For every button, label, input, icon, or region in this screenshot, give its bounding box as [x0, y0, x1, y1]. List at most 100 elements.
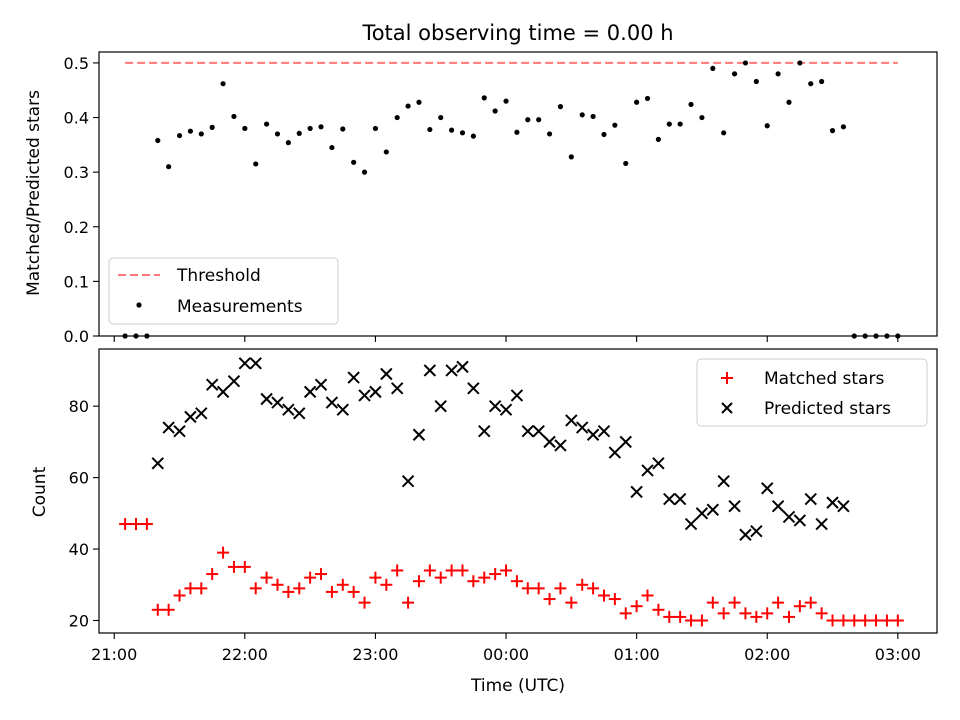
matched-star-point: [423, 564, 436, 577]
measurement-point: [688, 101, 694, 108]
matched-star-point: [467, 575, 480, 588]
bottom-axes-frame: [98, 348, 938, 634]
predicted-star-point: [630, 485, 643, 499]
matched-star-point: [826, 614, 839, 627]
measurement-point: [166, 164, 172, 170]
predicted-star-point: [652, 457, 665, 470]
measurement-point: [840, 124, 847, 130]
measurement-point: [209, 124, 215, 130]
predicted-star-point: [706, 503, 720, 516]
measurement-point: [187, 128, 194, 134]
matched-star-point: [434, 571, 447, 584]
matched-star-point: [489, 568, 502, 581]
predicted-star-point: [663, 492, 676, 506]
x-tick-label: 00:00: [483, 645, 529, 664]
measurement-point: [361, 169, 368, 175]
x-tick-label: 03:00: [875, 645, 921, 664]
bottom-x-ticks: 21:00 22:00 23:00 00:00 01:00 02:00 03:00: [91, 633, 921, 664]
predicted-star-point: [184, 410, 197, 424]
matched-star-point: [848, 614, 861, 627]
measurement-point: [318, 124, 324, 130]
predicted-star-point: [456, 360, 469, 374]
measurement-point: [459, 130, 466, 136]
measurement-point: [808, 81, 814, 87]
predicted-star-point: [434, 399, 447, 413]
measurement-point: [503, 98, 509, 104]
measurement-point: [351, 159, 357, 165]
measurement-point: [601, 131, 607, 138]
bottom-plot-area: [119, 357, 904, 627]
measurement-point: [340, 126, 346, 132]
matched-star-point: [576, 578, 589, 591]
matched-star-point: [706, 596, 719, 609]
predicted-star-point: [173, 424, 186, 438]
predicted-star-point: [815, 517, 828, 531]
measurement-point: [710, 65, 716, 71]
matched-stars-legend-label: Matched stars: [764, 369, 884, 389]
matched-star-point: [652, 603, 665, 616]
matched-star-point: [891, 614, 904, 627]
predicted-star-point: [673, 492, 687, 506]
predicted-star-point: [249, 357, 262, 370]
matched-star-point: [206, 568, 219, 581]
matched-star-point: [685, 614, 698, 627]
measurement-point: [557, 104, 564, 110]
predicted-star-point: [205, 378, 219, 391]
predicted-star-point: [260, 392, 273, 406]
matched-star-point: [772, 596, 785, 609]
predicted-star-point: [728, 499, 741, 513]
matched-star-point: [456, 564, 469, 577]
top-chart-title: Total observing time = 0.00 h: [361, 21, 673, 45]
x-tick-label: 21:00: [91, 645, 137, 664]
predicted-star-point: [510, 389, 524, 402]
measurements-legend-label: Measurements: [177, 297, 303, 317]
measurement-point: [329, 144, 335, 151]
matched-star-point: [630, 600, 643, 613]
matched-star-point: [282, 585, 295, 598]
measurement-point: [155, 137, 161, 144]
predicted-star-point: [358, 389, 371, 402]
matched-star-point: [880, 614, 893, 627]
measurement-point: [655, 136, 661, 142]
top-legend-box: [108, 257, 339, 325]
top-y-tick-label: 0.5: [64, 54, 89, 73]
measurement-point: [285, 140, 291, 146]
measurement-point: [220, 81, 226, 87]
matched-star-point: [761, 607, 774, 620]
bottom-y-tick-label: 20: [69, 611, 89, 630]
matched-star-point: [304, 571, 317, 584]
matched-stars-legend-swatch: [721, 372, 733, 384]
matched-star-point: [554, 582, 567, 595]
matched-star-point: [217, 546, 230, 559]
matched-star-point: [510, 575, 523, 588]
matched-star-point: [260, 571, 273, 584]
measurement-point: [253, 161, 259, 167]
measurement-point: [546, 131, 553, 137]
predicted-star-point: [554, 439, 567, 452]
matched-star-point: [619, 607, 632, 620]
top-legend: Threshold Measurements: [108, 257, 339, 325]
predicted-star-point: [151, 457, 164, 470]
matched-star-point: [184, 582, 197, 595]
matched-star-point: [173, 589, 186, 602]
top-y-tick-label: 0.2: [64, 218, 89, 237]
x-axis-label: Time (UTC): [470, 676, 565, 696]
matched-star-point: [140, 518, 153, 531]
predicted-star-point: [641, 464, 654, 477]
matched-star-point: [859, 614, 872, 627]
matched-star-point: [565, 596, 578, 609]
matched-star-point: [532, 582, 545, 595]
matched-star-point: [804, 596, 817, 609]
matched-star-point: [587, 582, 600, 595]
matched-star-point: [543, 593, 556, 606]
matched-star-point: [608, 593, 621, 606]
measurement-point: [427, 126, 433, 133]
matched-star-point: [249, 582, 262, 595]
predicted-star-point: [771, 499, 785, 513]
measurement-point: [492, 108, 498, 114]
top-y-tick-label: 0.0: [64, 327, 89, 346]
measurement-point: [764, 123, 770, 129]
x-tick-label: 22:00: [222, 645, 268, 664]
top-y-tick-label: 0.1: [64, 272, 89, 291]
matched-star-point: [674, 610, 687, 623]
